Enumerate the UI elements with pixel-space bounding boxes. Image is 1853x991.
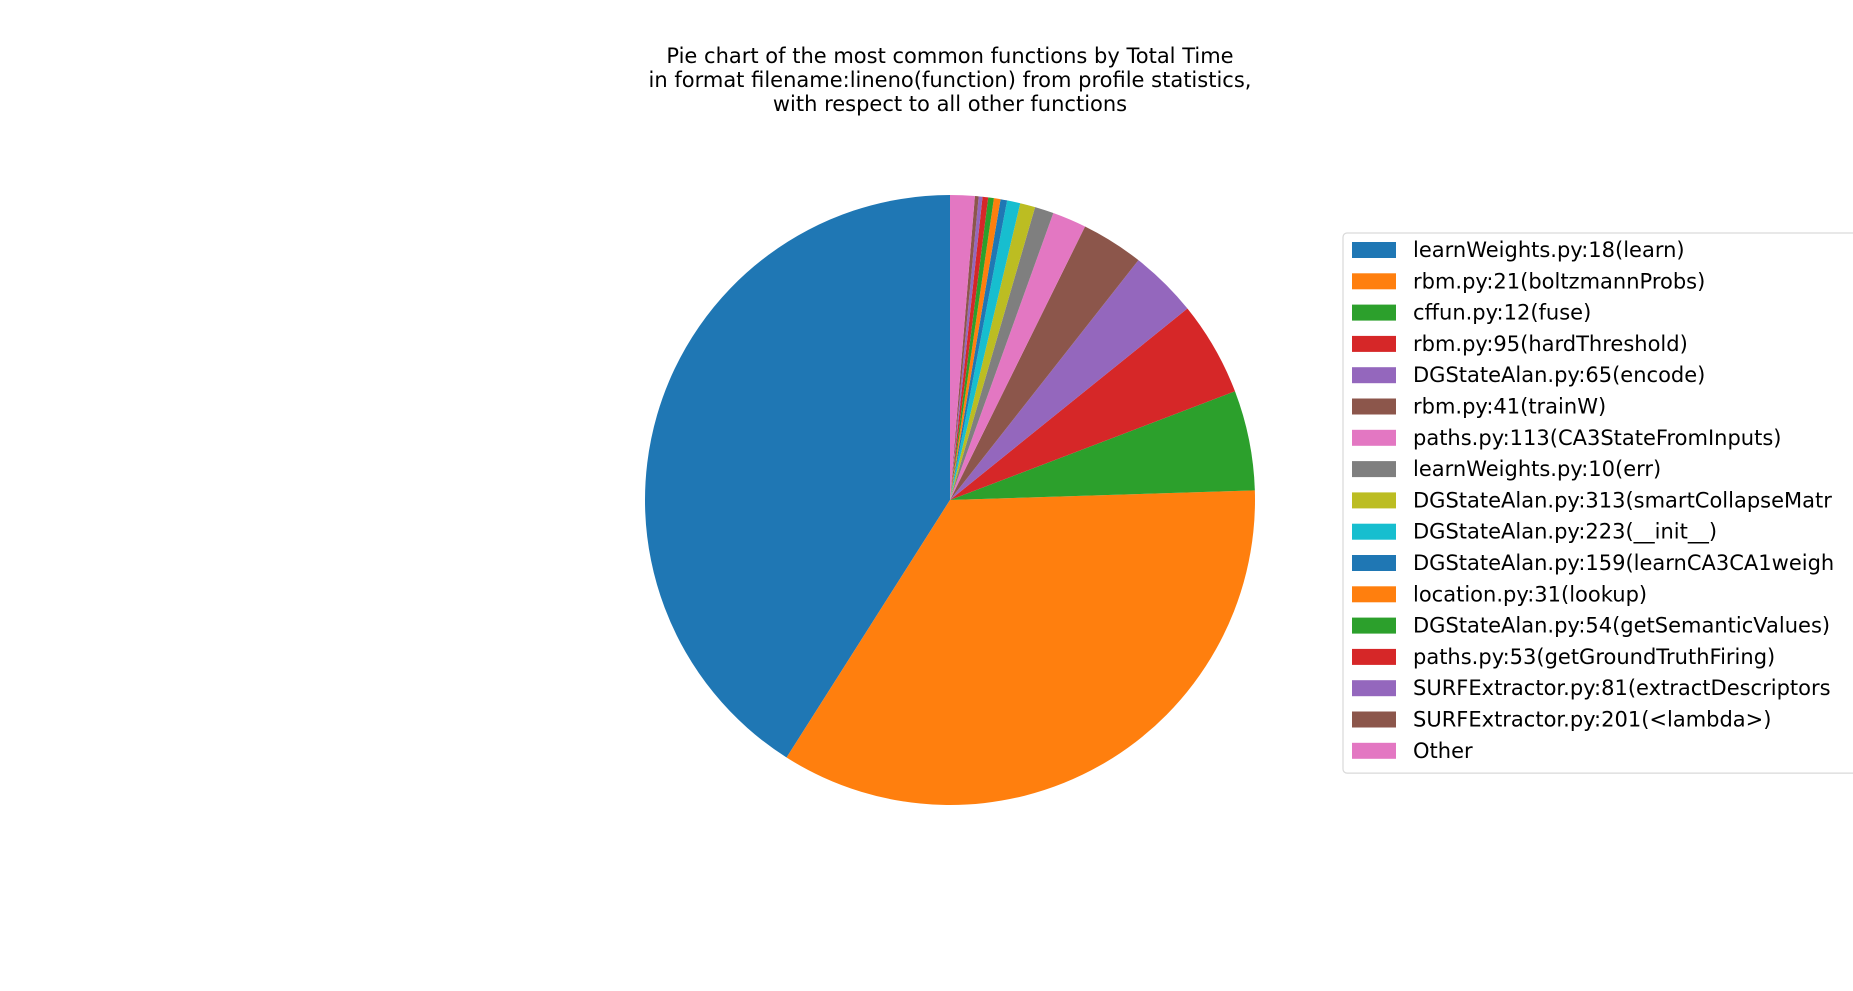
legend-swatch-16 [1352, 742, 1396, 759]
legend-label-2: cffun.py:12(fuse) [1413, 301, 1591, 325]
legend-swatch-13 [1352, 648, 1396, 665]
chart-title-line-2: in format filename:lineno(function) from… [649, 68, 1252, 92]
pie-slice-15 [950, 196, 979, 500]
legend-swatch-7 [1352, 461, 1396, 478]
legend-label-12: DGStateAlan.py:54(getSemanticValues) [1413, 614, 1830, 638]
legend-label-4: DGStateAlan.py:65(encode) [1413, 363, 1705, 387]
legend-label-5: rbm.py:41(trainW) [1413, 395, 1606, 419]
legend-swatch-3 [1352, 335, 1396, 352]
legend-label-11: location.py:31(lookup) [1413, 582, 1647, 606]
legend-label-8: DGStateAlan.py:313(smartCollapseMatr [1413, 488, 1832, 512]
pie-slice-12 [950, 197, 994, 500]
pie-slice-14 [950, 196, 983, 500]
legend-label-6: paths.py:113(CA3StateFromInputs) [1413, 426, 1781, 450]
legend-swatch-15 [1352, 711, 1396, 728]
legend-label-1: rbm.py:21(boltzmannProbs) [1413, 269, 1705, 293]
pie-slice-11 [950, 198, 1001, 500]
pie-slice-0 [644, 195, 950, 758]
legend-label-14: SURFExtractor.py:81(extractDescriptors [1413, 676, 1831, 700]
legend-label-7: learnWeights.py:10(err) [1413, 457, 1661, 481]
pie-slice-3 [950, 308, 1235, 500]
legend-label-15: SURFExtractor.py:201(<lambda>) [1413, 708, 1771, 732]
legend-swatch-2 [1352, 304, 1396, 321]
legend-swatch-6 [1352, 429, 1396, 446]
pie-slice-9 [950, 200, 1021, 500]
legend-swatch-8 [1352, 492, 1396, 509]
legend-label-10: DGStateAlan.py:159(learnCA3CA1weigh [1413, 551, 1834, 575]
pie-slices [644, 195, 1256, 806]
pie-slice-6 [950, 213, 1086, 500]
legend-label-3: rbm.py:95(hardThreshold) [1413, 332, 1688, 356]
chart-title: Pie chart of the most common functions b… [649, 44, 1252, 116]
legend: learnWeights.py:18(learn) rbm.py:21(boltz… [1342, 232, 1853, 774]
pie-slice-13 [950, 196, 989, 501]
legend-swatch-4 [1352, 367, 1396, 384]
legend-swatch-12 [1352, 617, 1396, 634]
legend-label-9: DGStateAlan.py:223(__init__) [1413, 520, 1717, 545]
legend-swatch-10 [1352, 555, 1396, 571]
pie-slice-8 [950, 203, 1036, 500]
legend-frame [1342, 232, 1853, 774]
legend-swatch-9 [1352, 523, 1396, 540]
pie-slice-4 [950, 260, 1188, 500]
legend-swatch-0 [1352, 242, 1396, 258]
legend-swatch-5 [1352, 398, 1396, 415]
pie-slice-2 [950, 391, 1255, 500]
chart-title-line-3: with respect to all other functions [773, 92, 1127, 116]
pie-slice-5 [950, 226, 1139, 500]
legend-label-16: Other [1413, 739, 1473, 763]
chart-title-line-1: Pie chart of the most common functions b… [666, 44, 1233, 68]
pie-slice-1 [786, 490, 1256, 806]
pie-slice-16 [950, 195, 975, 500]
legend-label-13: paths.py:53(getGroundTruthFiring) [1413, 645, 1775, 669]
legend-swatch-11 [1352, 586, 1396, 603]
pie-slice-7 [950, 207, 1054, 501]
pie-slice-10 [950, 199, 1008, 500]
legend-label-0: learnWeights.py:18(learn) [1413, 238, 1685, 262]
legend-swatch-14 [1352, 680, 1396, 697]
legend-swatch-1 [1352, 273, 1396, 290]
